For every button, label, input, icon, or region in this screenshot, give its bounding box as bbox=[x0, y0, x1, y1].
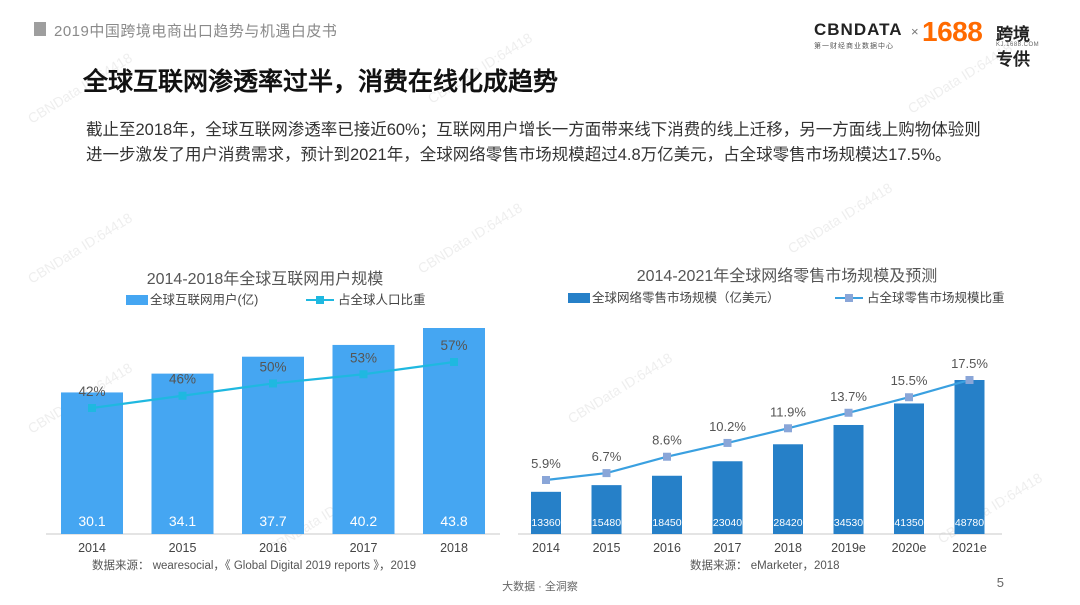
bar bbox=[712, 461, 743, 534]
bar-value-label: 34.1 bbox=[169, 513, 196, 529]
x-tick-label: 2015 bbox=[593, 541, 621, 555]
x-tick-label: 2017 bbox=[350, 541, 378, 555]
bar bbox=[833, 424, 864, 534]
bar-value-label: 23040 bbox=[713, 517, 742, 529]
legend-bar-label: 全球互联网用户(亿) bbox=[150, 292, 258, 307]
logo-separator: × bbox=[911, 24, 919, 39]
bar-value-label: 13360 bbox=[531, 517, 560, 529]
line-marker bbox=[844, 408, 853, 417]
chart-title: 2014-2018年全球互联网用户规模 bbox=[147, 270, 384, 288]
x-tick-label: 2016 bbox=[653, 541, 681, 555]
x-tick-label: 2016 bbox=[259, 541, 287, 555]
x-tick-label: 2015 bbox=[169, 541, 197, 555]
x-tick-label: 2014 bbox=[78, 541, 106, 555]
bar bbox=[591, 485, 622, 534]
legend-bar-swatch bbox=[568, 293, 590, 303]
cbndata-logo-subtitle: 第一财经商业数据中心 bbox=[814, 43, 894, 50]
line-marker bbox=[542, 476, 550, 484]
header-accent-bar bbox=[34, 22, 46, 36]
line-value-label: 8.6% bbox=[652, 433, 682, 448]
bar-value-label: 18450 bbox=[652, 517, 681, 529]
line-value-label: 5.9% bbox=[531, 456, 561, 471]
bar bbox=[652, 475, 682, 534]
line-value-label: 6.7% bbox=[592, 449, 622, 464]
cbndata-logo: CBNDATA bbox=[814, 20, 903, 39]
bar bbox=[773, 444, 803, 534]
partner-logos: CBNDATA 第一财经商业数据中心 × 1688 跨境专供 KJ.1688.C… bbox=[814, 14, 1044, 69]
line-marker bbox=[602, 469, 611, 478]
line-value-label: 42% bbox=[78, 384, 105, 399]
bar-value-label: 28420 bbox=[773, 517, 802, 529]
legend-line-label: 占全球零售市场规模比重 bbox=[867, 290, 1005, 305]
page-description: 截止至2018年，全球互联网渗透率已接近60%；互联网用户增长一方面带来线下消费… bbox=[86, 121, 981, 164]
legend-bar-label: 全球网络零售市场规模（亿美元） bbox=[592, 290, 780, 305]
x-tick-label: 2014 bbox=[532, 541, 560, 555]
line-marker bbox=[723, 438, 732, 447]
line-value-label: 15.5% bbox=[891, 373, 928, 388]
bar-value-label: 34530 bbox=[834, 517, 863, 529]
page-number: 5 bbox=[996, 575, 1004, 590]
x-tick-label: 2019e bbox=[831, 541, 866, 555]
page-title: 全球互联网渗透率过半，消费在线化成趋势 bbox=[83, 68, 559, 96]
line-marker bbox=[359, 370, 368, 379]
x-tick-label: 2018 bbox=[440, 541, 468, 555]
source-right: 数据来源： eMarketer，2018 bbox=[690, 560, 840, 572]
bar-value-label: 43.8 bbox=[440, 513, 467, 529]
bar-value-label: 15480 bbox=[592, 517, 621, 529]
bar-value-label: 48780 bbox=[955, 517, 984, 529]
line-value-label: 13.7% bbox=[830, 389, 867, 404]
footer-tagline: 大数据 · 全洞察 bbox=[502, 581, 578, 593]
bar bbox=[894, 403, 924, 534]
line-value-label: 17.5% bbox=[951, 356, 988, 371]
bar bbox=[954, 380, 985, 534]
legend-bar-swatch bbox=[126, 295, 148, 305]
bar bbox=[61, 392, 123, 534]
bar-value-label: 37.7 bbox=[259, 513, 286, 529]
logo-1688: 1688 bbox=[922, 16, 983, 47]
x-tick-label: 2018 bbox=[774, 541, 802, 555]
kuajing-logo: 跨境专供 bbox=[996, 25, 1030, 69]
line-marker bbox=[178, 391, 187, 400]
legend-line-marker bbox=[316, 296, 324, 304]
report-title: 2019中国跨境电商出口趋势与机遇白皮书 bbox=[54, 23, 338, 40]
bar-value-label: 40.2 bbox=[350, 513, 377, 529]
x-tick-label: 2020e bbox=[892, 541, 927, 555]
line-value-label: 11.9% bbox=[770, 404, 806, 419]
kuajing-logo-url: KJ.1688.COM bbox=[996, 42, 1040, 48]
bar bbox=[151, 373, 214, 534]
line-value-label: 50% bbox=[259, 359, 286, 374]
line-value-label: 57% bbox=[440, 338, 467, 353]
source-left: 数据来源： wearesocial，《 Global Digital 2019 … bbox=[92, 560, 417, 572]
line-marker bbox=[905, 393, 913, 402]
x-tick-label: 2017 bbox=[714, 541, 742, 555]
line-value-label: 10.2% bbox=[709, 419, 746, 434]
line-marker bbox=[663, 452, 671, 461]
bar-value-label: 30.1 bbox=[78, 513, 105, 529]
bar bbox=[531, 491, 561, 534]
bar-value-label: 41350 bbox=[894, 517, 923, 529]
line-marker bbox=[965, 376, 974, 384]
line-marker bbox=[269, 379, 277, 388]
share-line bbox=[545, 378, 970, 482]
line-marker bbox=[784, 424, 792, 433]
line-value-label: 53% bbox=[350, 350, 377, 365]
line-value-label: 46% bbox=[169, 372, 196, 387]
legend-line-label: 占全球人口比重 bbox=[338, 292, 426, 307]
line-marker bbox=[88, 404, 96, 412]
chart-title: 2014-2021年全球网络零售市场规模及预测 bbox=[637, 266, 938, 285]
x-tick-label: 2021e bbox=[952, 541, 987, 555]
line-marker bbox=[450, 358, 458, 366]
legend-line-marker bbox=[845, 294, 853, 302]
